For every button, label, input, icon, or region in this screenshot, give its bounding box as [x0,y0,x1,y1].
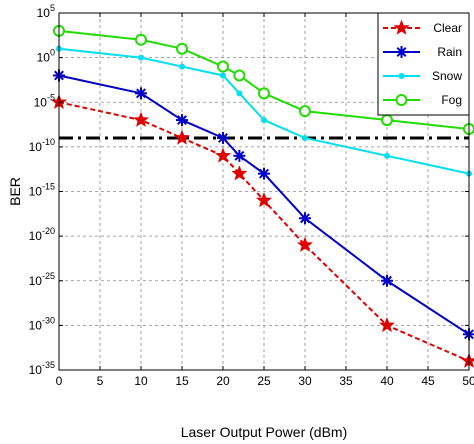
marker-star [379,316,395,333]
marker-dot [384,152,390,159]
series-rain [53,69,474,341]
marker-asterisk [258,167,270,180]
marker-asterisk-stroke [218,133,228,143]
series-clear [51,93,474,368]
legend-label-snow: Snow [432,69,462,83]
y-axis-title: BER [7,177,23,206]
marker-star [256,192,272,208]
marker-dot [220,72,226,79]
marker-dot [138,54,144,61]
legend-item-snow: Snow [383,69,462,83]
marker-star [174,129,190,145]
marker-asterisk-stroke [396,47,407,57]
y-ticks: 105 100 10-5 10-10 10-15 10-20 10-25 10-30 10-35 [29,3,469,377]
y-tick-label: 10-5 [34,92,55,109]
x-tick-label: 45 [421,374,435,388]
legend-label-fog: Fog [441,93,462,107]
legend: Clear Rain Snow Fog [377,12,470,116]
marker-asterisk-stroke [136,88,146,99]
marker-asterisk [176,114,188,127]
marker-circle [176,42,188,55]
legend-label-clear: Clear [433,21,462,35]
marker-dot [302,134,308,141]
marker-asterisk [395,46,408,58]
series-snow [56,45,472,177]
y-tick-label: 10-10 [29,137,55,154]
legend-item-rain: Rain [383,45,462,59]
marker-circle [258,87,270,100]
x-tick-label: 15 [175,374,189,388]
x-tick-label: 30 [298,374,312,388]
x-tick-label: 35 [339,374,353,388]
y-tick-label: 105 [37,3,55,20]
marker-asterisk [217,131,229,144]
marker-asterisk-stroke [259,168,269,179]
x-tick-label: 50 [462,374,474,388]
series-layer [51,24,474,368]
marker-star [461,352,474,368]
grid [59,13,469,370]
x-ticks: 0 5 10 15 20 25 30 35 40 45 50 [56,13,474,388]
marker-dot [398,73,405,79]
marker-asterisk [135,87,147,100]
marker-circle [135,33,147,46]
y-tick-label: 10-35 [29,360,55,377]
x-tick-label: 5 [97,374,104,388]
marker-star [231,165,248,181]
legend-label-rain: Rain [437,45,462,59]
marker-dot [236,90,243,97]
x-axis-title: Laser Output Power (dBm) [181,424,348,440]
marker-asterisk-stroke [300,213,310,224]
marker-asterisk-stroke [177,115,187,126]
y-tick-label: 10-30 [29,315,55,332]
marker-asterisk [381,274,393,287]
marker-dot [261,117,267,124]
marker-circle [299,105,311,118]
marker-circle [233,69,246,82]
marker-asterisk [233,149,246,162]
legend-item-fog: Fog [383,93,462,107]
x-tick-label: 10 [134,374,148,388]
y-tick-label: 10-20 [29,226,55,243]
series-line-clear [58,101,470,362]
y-tick-label: 10-25 [29,271,55,288]
marker-star [133,111,149,127]
y-tick-label: 100 [37,48,55,65]
marker-star [297,236,313,252]
legend-item-clear: Clear [383,19,462,35]
marker-circle [217,60,229,73]
x-tick-label: 0 [56,374,63,388]
marker-star [215,147,231,163]
marker-asterisk [299,212,311,225]
marker-asterisk-stroke [382,275,392,286]
x-tick-label: 20 [216,374,230,388]
marker-star [393,19,410,35]
y-tick-label: 10-15 [29,182,55,199]
marker-dot [179,63,185,70]
legend-box [377,12,470,116]
marker-circle [395,94,408,106]
x-tick-label: 40 [380,374,394,388]
marker-circle [381,114,393,127]
x-tick-label: 25 [257,374,271,388]
marker-asterisk-stroke [234,150,245,161]
